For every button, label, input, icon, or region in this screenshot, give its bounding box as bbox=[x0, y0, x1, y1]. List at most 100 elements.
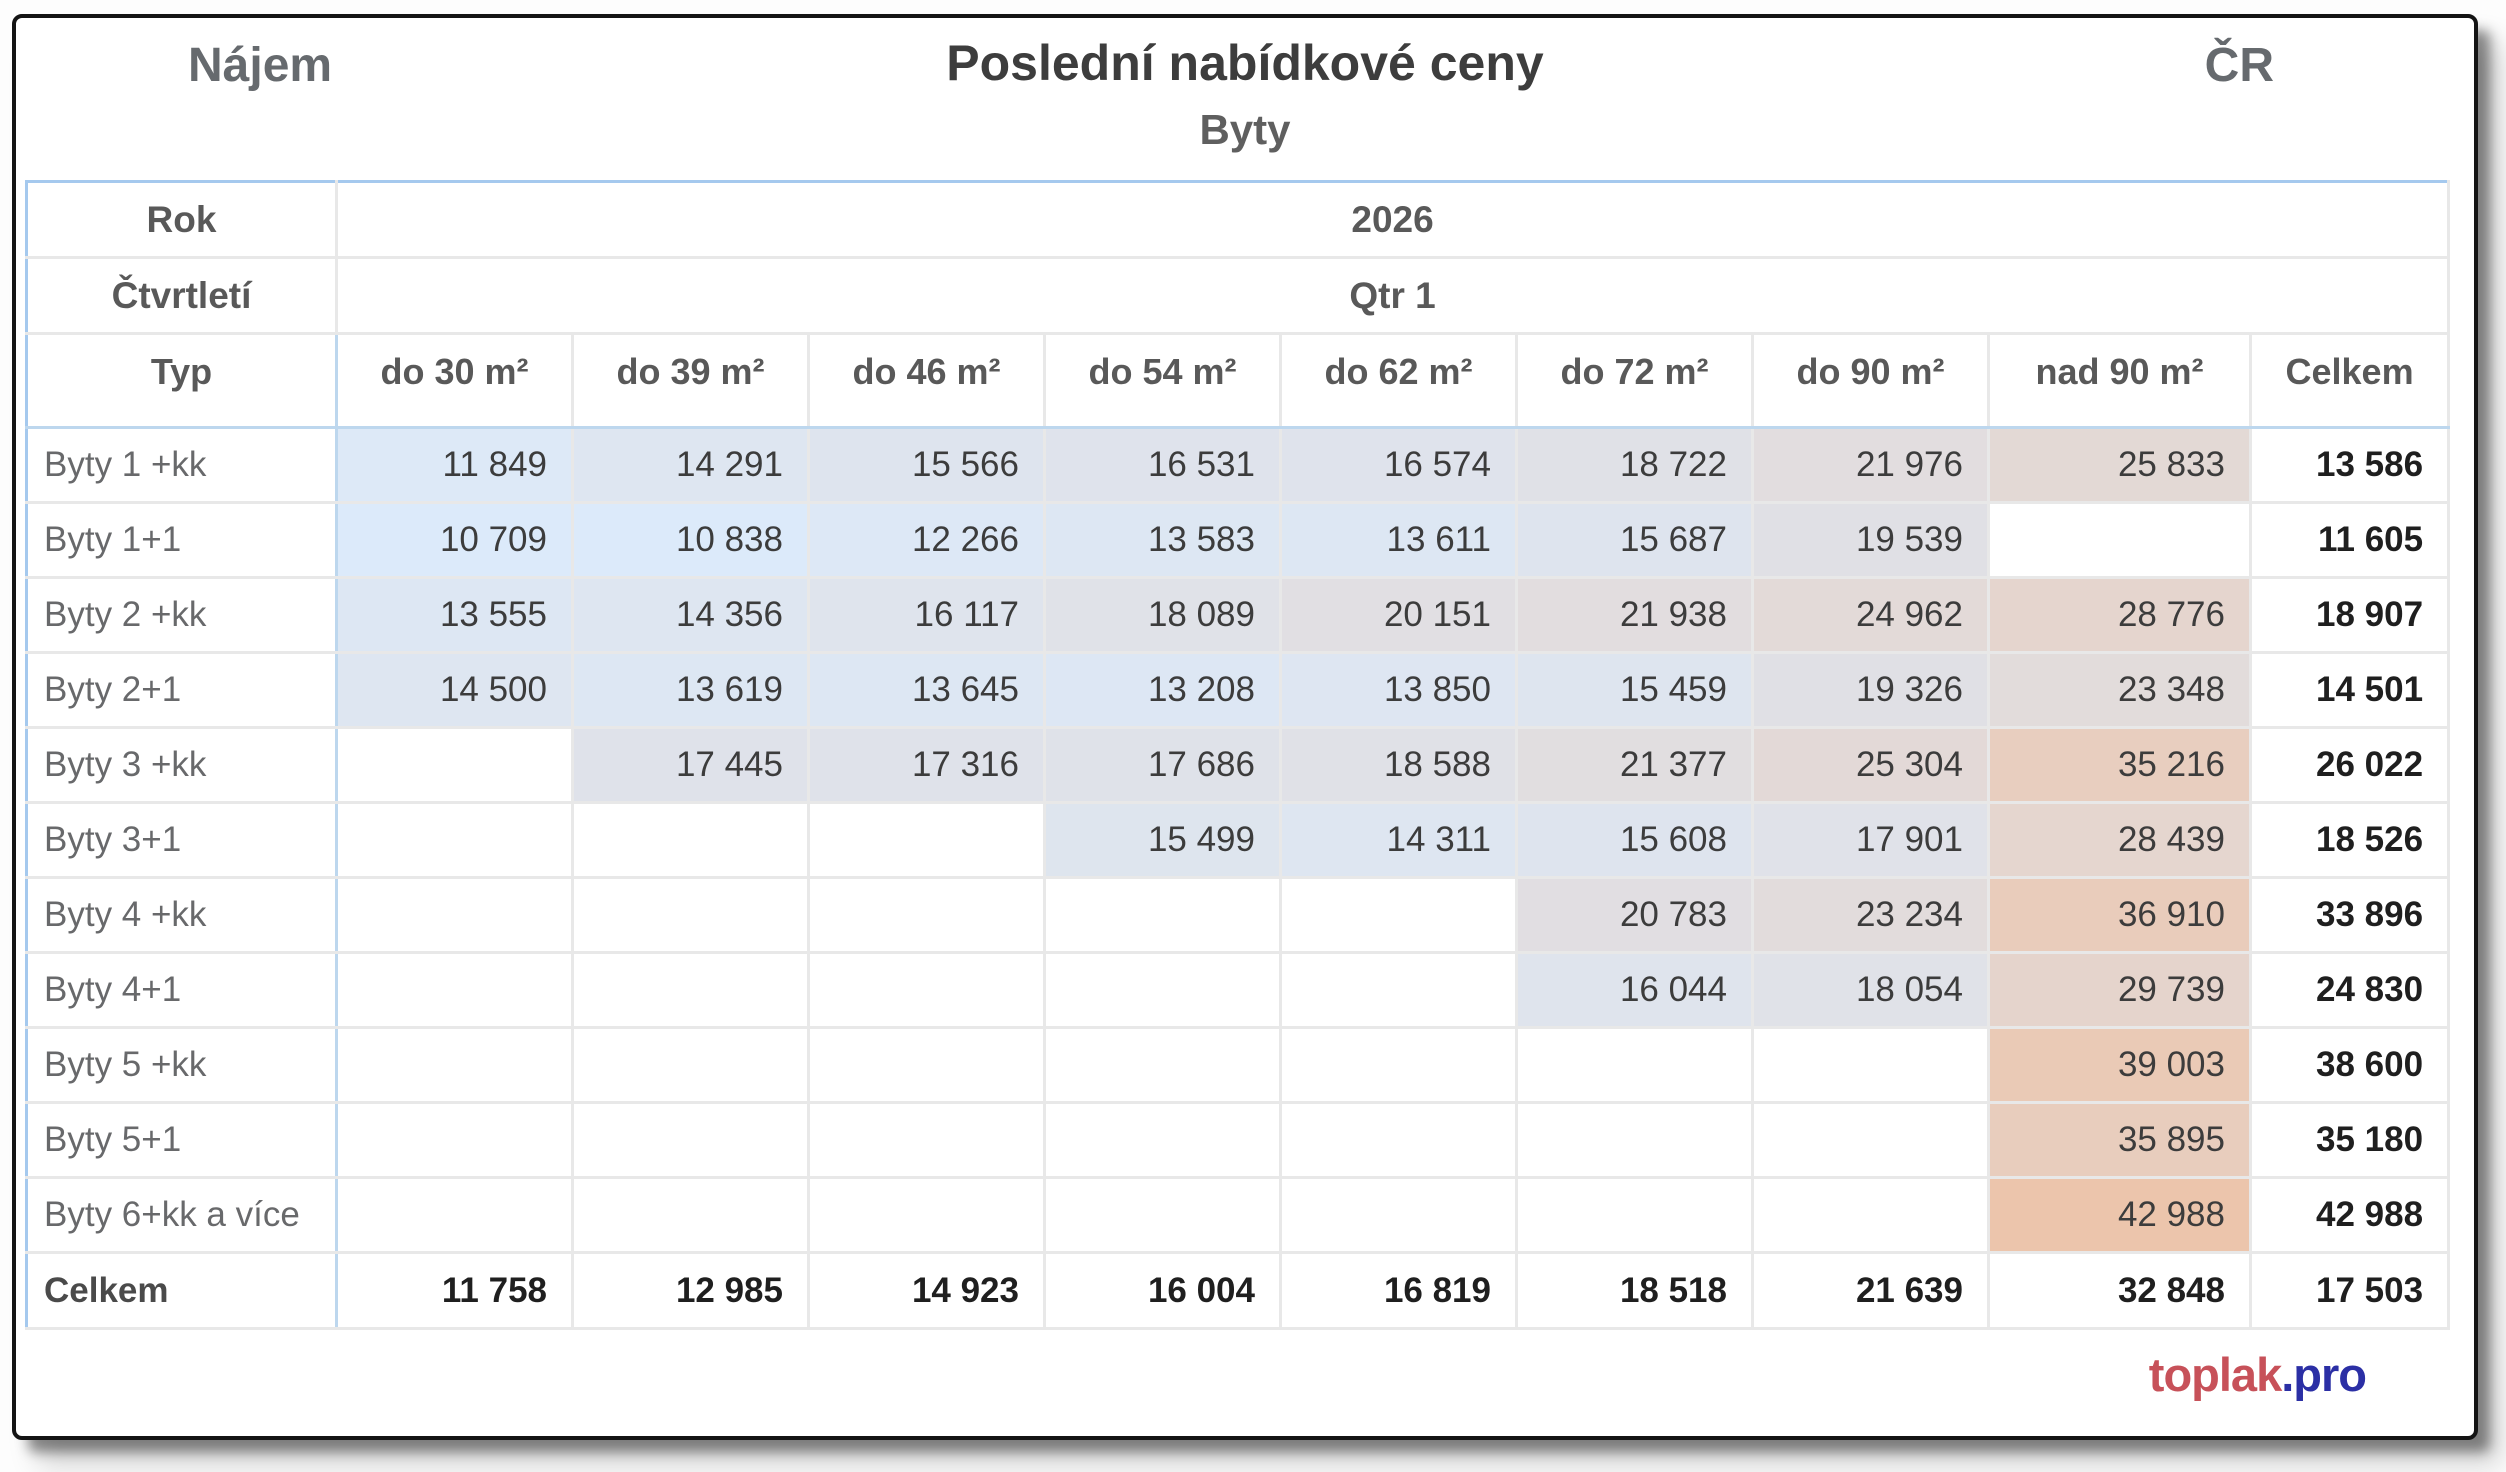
value-cell: 17 901 bbox=[1752, 802, 1990, 879]
page-title: Poslední nabídkové ceny bbox=[946, 35, 1544, 91]
table-row: Byty 5 +kk 39 003 38 600 bbox=[26, 1027, 2451, 1104]
column-header: do 39 m² bbox=[572, 333, 810, 429]
value-cell bbox=[808, 877, 1046, 954]
value-cell: 35 895 bbox=[1988, 1102, 2252, 1179]
totals-row-label: Celkem bbox=[26, 1252, 338, 1330]
value-cell bbox=[1280, 877, 1518, 954]
year-row: Rok 2026 bbox=[26, 181, 2451, 259]
table-row: Byty 6+kk a více 42 988 42 988 bbox=[26, 1177, 2451, 1254]
column-header: do 90 m² bbox=[1752, 333, 1990, 429]
page-subtitle: Byty bbox=[1199, 106, 1291, 153]
row-total-cell: 18 907 bbox=[2250, 577, 2451, 654]
value-cell: 10 838 bbox=[572, 502, 810, 579]
row-label: Byty 1 +kk bbox=[26, 427, 338, 504]
column-header: nad 90 m² bbox=[1988, 333, 2252, 429]
value-cell: 16 044 bbox=[1516, 952, 1754, 1029]
column-total-cell: 32 848 bbox=[1988, 1252, 2252, 1330]
value-cell: 10 709 bbox=[336, 502, 574, 579]
value-cell bbox=[572, 1027, 810, 1104]
value-cell bbox=[1044, 952, 1282, 1029]
value-cell bbox=[808, 952, 1046, 1029]
value-cell: 13 555 bbox=[336, 577, 574, 654]
value-cell bbox=[1752, 1027, 1990, 1104]
value-cell bbox=[808, 1177, 1046, 1254]
value-cell bbox=[572, 1102, 810, 1179]
value-cell bbox=[336, 1102, 574, 1179]
value-cell: 18 588 bbox=[1280, 727, 1518, 804]
value-cell: 14 500 bbox=[336, 652, 574, 729]
column-header: do 30 m² bbox=[336, 333, 574, 429]
value-cell: 13 619 bbox=[572, 652, 810, 729]
value-cell bbox=[1280, 952, 1518, 1029]
value-cell: 35 216 bbox=[1988, 727, 2252, 804]
value-cell bbox=[336, 802, 574, 879]
value-cell: 23 234 bbox=[1752, 877, 1990, 954]
value-cell: 15 499 bbox=[1044, 802, 1282, 879]
row-total-cell: 13 586 bbox=[2250, 427, 2451, 504]
value-cell bbox=[1516, 1177, 1754, 1254]
value-cell: 19 326 bbox=[1752, 652, 1990, 729]
row-total-cell: 33 896 bbox=[2250, 877, 2451, 954]
total-column-header: Celkem bbox=[2250, 333, 2451, 429]
row-label: Byty 6+kk a více bbox=[26, 1177, 338, 1254]
value-cell bbox=[1044, 1027, 1282, 1104]
column-total-cell: 16 819 bbox=[1280, 1252, 1518, 1330]
grand-total-cell: 17 503 bbox=[2250, 1252, 2451, 1330]
value-cell: 13 645 bbox=[808, 652, 1046, 729]
value-cell bbox=[336, 1027, 574, 1104]
value-cell: 18 722 bbox=[1516, 427, 1754, 504]
price-matrix-table: Rok 2026 Čtvrtletí Qtr 1 Typ do 30 m² do 3… bbox=[25, 180, 2451, 1330]
year-label: Rok bbox=[26, 181, 338, 259]
value-cell bbox=[808, 1102, 1046, 1179]
value-cell: 16 117 bbox=[808, 577, 1046, 654]
table-row: Byty 2+1 14 500 13 619 13 645 13 208 13 850 15… bbox=[26, 652, 2451, 729]
column-total-cell: 16 004 bbox=[1044, 1252, 1282, 1330]
value-cell: 15 459 bbox=[1516, 652, 1754, 729]
value-cell bbox=[572, 877, 810, 954]
report-card: Nájem Poslední nabídkové ceny Byty ČR Ro… bbox=[12, 14, 2478, 1440]
value-cell: 25 833 bbox=[1988, 427, 2252, 504]
value-cell bbox=[1280, 1177, 1518, 1254]
value-cell bbox=[1044, 877, 1282, 954]
value-cell bbox=[1752, 1102, 1990, 1179]
value-cell: 14 311 bbox=[1280, 802, 1518, 879]
column-total-cell: 12 985 bbox=[572, 1252, 810, 1330]
table-row: Byty 2 +kk 13 555 14 356 16 117 18 089 20 151… bbox=[26, 577, 2451, 654]
row-total-cell: 35 180 bbox=[2250, 1102, 2451, 1179]
brand-name-red: toplak bbox=[2148, 1348, 2282, 1401]
value-cell: 18 054 bbox=[1752, 952, 1990, 1029]
row-label: Byty 5 +kk bbox=[26, 1027, 338, 1104]
value-cell bbox=[808, 802, 1046, 879]
row-total-cell: 11 605 bbox=[2250, 502, 2451, 579]
value-cell bbox=[1280, 1027, 1518, 1104]
row-label: Byty 5+1 bbox=[26, 1102, 338, 1179]
row-total-cell: 14 501 bbox=[2250, 652, 2451, 729]
value-cell bbox=[572, 952, 810, 1029]
value-cell: 28 439 bbox=[1988, 802, 2252, 879]
value-cell: 24 962 bbox=[1752, 577, 1990, 654]
row-label: Byty 3 +kk bbox=[26, 727, 338, 804]
table-row: Byty 4 +kk 20 783 23 234 36 910 33 896 bbox=[26, 877, 2451, 954]
column-header: do 72 m² bbox=[1516, 333, 1754, 429]
column-total-cell: 14 923 bbox=[808, 1252, 1046, 1330]
value-cell: 20 151 bbox=[1280, 577, 1518, 654]
row-label: Byty 4+1 bbox=[26, 952, 338, 1029]
value-cell: 13 611 bbox=[1280, 502, 1518, 579]
value-cell: 13 583 bbox=[1044, 502, 1282, 579]
value-cell: 13 208 bbox=[1044, 652, 1282, 729]
value-cell bbox=[336, 877, 574, 954]
value-cell: 18 089 bbox=[1044, 577, 1282, 654]
brand-link[interactable]: toplak.pro bbox=[2148, 1347, 2367, 1402]
column-total-cell: 11 758 bbox=[336, 1252, 574, 1330]
quarter-label: Čtvrtletí bbox=[26, 257, 338, 335]
value-cell: 28 776 bbox=[1988, 577, 2252, 654]
value-cell: 14 356 bbox=[572, 577, 810, 654]
value-cell: 25 304 bbox=[1752, 727, 1990, 804]
value-cell bbox=[572, 802, 810, 879]
value-cell bbox=[336, 727, 574, 804]
column-total-cell: 18 518 bbox=[1516, 1252, 1754, 1330]
value-cell: 17 686 bbox=[1044, 727, 1282, 804]
measure-label: Nájem bbox=[188, 39, 333, 92]
value-cell: 29 739 bbox=[1988, 952, 2252, 1029]
value-cell bbox=[1516, 1102, 1754, 1179]
